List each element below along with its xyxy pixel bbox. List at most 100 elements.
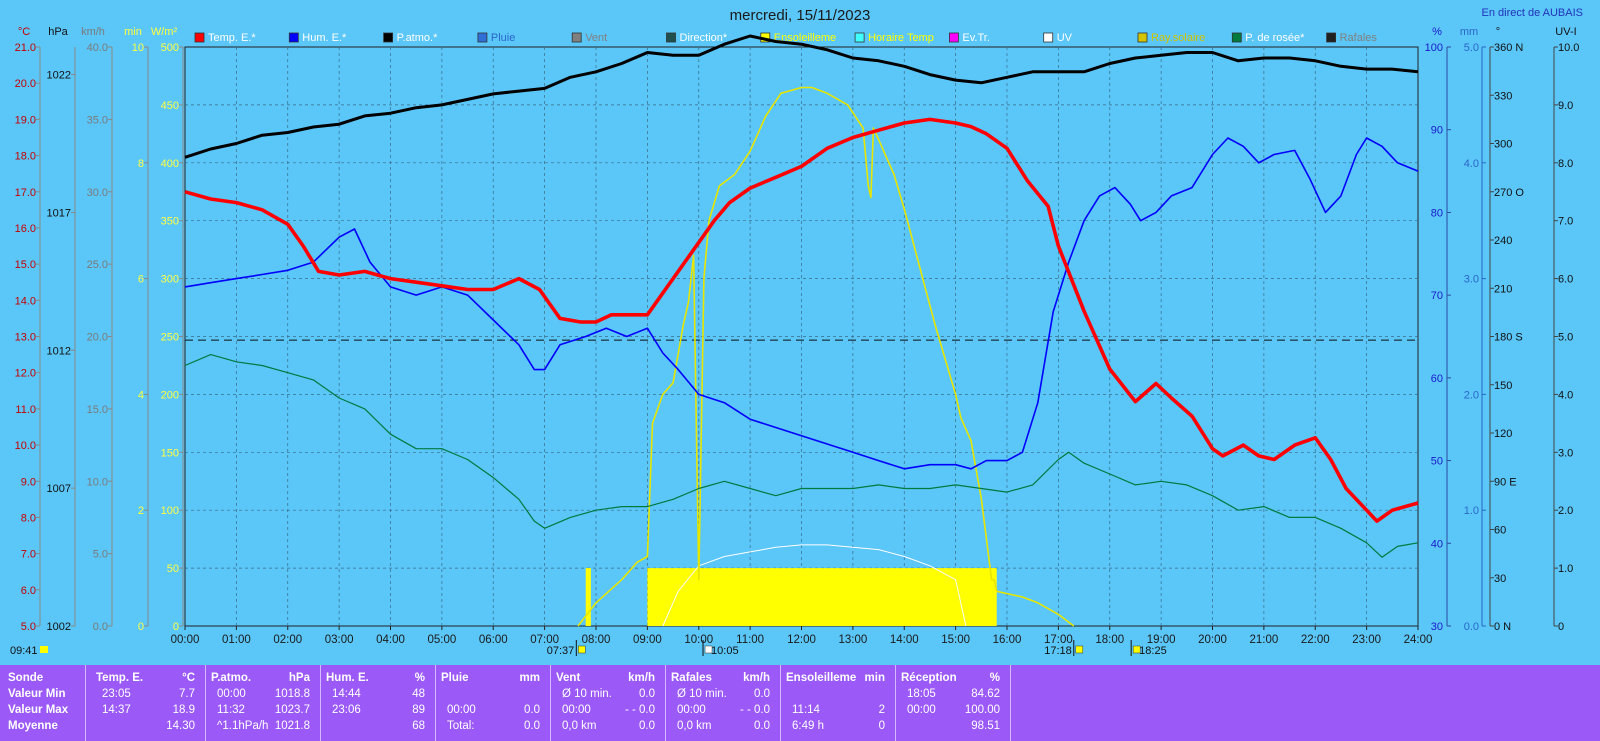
axis-tick-label: 360 N bbox=[1494, 42, 1523, 54]
stats-value: 1018.8 bbox=[274, 688, 310, 700]
axis-tick-label: 80 bbox=[1431, 207, 1443, 219]
legend-label: Ev.Tr. bbox=[962, 32, 990, 44]
stats-column-unit: % bbox=[414, 672, 425, 684]
stats-reception-panel: Réception% 18:05 84.62 00:00 100.00 98.51 bbox=[895, 665, 1011, 741]
stats-time: 14:44 bbox=[332, 688, 361, 700]
stats-column-unit: hPa bbox=[288, 672, 310, 684]
update-time-label: 09:41 bbox=[10, 645, 38, 657]
x-tick-label: 09:00 bbox=[633, 634, 662, 646]
axis-unit-label: UV-I bbox=[1555, 26, 1576, 38]
stats-value: 1021.8 bbox=[274, 720, 310, 732]
x-tick-label: 20:00 bbox=[1198, 634, 1227, 646]
legend-label: Vent bbox=[585, 32, 607, 44]
axis-tick-label: 1.0 bbox=[1558, 563, 1573, 575]
stats-value: 2 bbox=[878, 704, 885, 716]
x-tick-label: 23:00 bbox=[1352, 634, 1381, 646]
series-temp-e-line bbox=[184, 117, 1419, 523]
update-time-icon bbox=[40, 646, 48, 653]
stats-column-unit: % bbox=[989, 672, 1000, 684]
axis-tick-label: 450 bbox=[161, 100, 179, 112]
stats-time: 00:00 bbox=[907, 704, 936, 716]
axis-tick-label: 240 bbox=[1494, 235, 1512, 247]
stats-time: 23:06 bbox=[332, 704, 361, 716]
row-label-min: Valeur Min bbox=[8, 688, 66, 700]
axis-tick-label: 50 bbox=[1431, 456, 1443, 468]
x-tick-label: 24:00 bbox=[1404, 634, 1433, 646]
row-label-max: Valeur Max bbox=[8, 704, 69, 716]
axis-tick-label: 0 bbox=[1558, 621, 1564, 633]
axis-tick-label: 18.0 bbox=[15, 151, 36, 163]
stats-rafales-panel: Rafales km/h Ø 10 min. 0.0 00:00 - - 0.0 0,0 k… bbox=[665, 665, 781, 741]
stats-column-title: Hum. E. bbox=[326, 672, 369, 684]
legend-swatch bbox=[949, 32, 959, 43]
stats-column-title: Temp. E. bbox=[96, 672, 144, 684]
x-tick-label: 00:00 bbox=[171, 634, 200, 646]
axis-tick-label: 0.0 bbox=[1464, 621, 1479, 633]
legend-label: Temp. E.* bbox=[208, 32, 256, 44]
axis-tick-label: 40 bbox=[1431, 538, 1443, 550]
series-horaire-temp-line bbox=[662, 544, 967, 627]
chart-plot-area bbox=[184, 34, 1419, 627]
chart-grid bbox=[184, 46, 1419, 627]
stats-value: 84.62 bbox=[971, 688, 1000, 700]
stats-column-unit: mm bbox=[519, 672, 540, 684]
stats-column-unit: km/h bbox=[628, 672, 655, 684]
stats-value: 0 bbox=[878, 720, 885, 732]
legend-label: Hum. E.* bbox=[302, 32, 347, 44]
sunrise-time-label: 07:37 bbox=[547, 645, 575, 657]
axis-tick-label: 5.0 bbox=[93, 549, 108, 561]
stats-patmo-panel: P.atmo. hPa 00:00 1018.8 11:32 1023.7 ^1.1hPa/… bbox=[205, 665, 321, 741]
axis-tick-label: 35.0 bbox=[87, 114, 108, 126]
stats-value: 7.7 bbox=[179, 688, 195, 700]
axis-tick-label: 8 bbox=[138, 158, 144, 170]
legend-swatch bbox=[571, 32, 582, 43]
stats-time: 00:00 bbox=[447, 704, 476, 716]
legend-label: Ray.solaire bbox=[1151, 32, 1205, 44]
stats-value: 0.0 bbox=[754, 688, 770, 700]
stats-value: - - 0.0 bbox=[739, 704, 770, 716]
stats-value: 68 bbox=[412, 720, 425, 732]
temp-axis: 21.0 20.0 19.0 18.0 17.0 16.0 15.0 14.0 13.0 12.0… bbox=[15, 26, 41, 633]
axis-tick-label: 1007 bbox=[47, 483, 71, 495]
x-tick-label: 12:00 bbox=[787, 634, 816, 646]
stats-pluie-panel: Pluie mm 00:00 0.0 Total: 0.0 bbox=[435, 665, 551, 741]
axis-tick-label: 90 E bbox=[1494, 476, 1517, 488]
axis-tick-label: 2 bbox=[138, 505, 144, 517]
axis-unit-label: W/m² bbox=[151, 26, 178, 38]
axis-tick-label: 20.0 bbox=[87, 332, 108, 344]
axis-tick-label: 4.0 bbox=[1558, 389, 1573, 401]
stats-column-title: Ensoleilleme bbox=[786, 672, 857, 684]
chart-legend: Temp. E.* Hum. E.* P.atmo.* Pluie Vent Direct… bbox=[194, 32, 1378, 44]
legend-label: Rafales bbox=[1340, 32, 1378, 44]
legend-label: Direction* bbox=[680, 32, 728, 44]
axis-tick-label: 9.0 bbox=[21, 476, 36, 488]
axis-tick-label: 120 bbox=[1494, 428, 1512, 440]
live-label: En direct de AUBAIS bbox=[1482, 7, 1584, 19]
axis-tick-label: 20.0 bbox=[15, 78, 36, 90]
stats-soleil-panel: Ensoleilleme min 11:14 2 6:49 h 0 bbox=[780, 665, 896, 741]
time-markers: 09:41 07:37 10:05 17:18 18:25 bbox=[10, 640, 1167, 657]
sunshine-bar bbox=[585, 568, 591, 626]
stats-time: 0,0 km bbox=[562, 720, 597, 732]
stats-value: 98.51 bbox=[971, 720, 1000, 732]
axis-tick-label: 10.0 bbox=[87, 476, 108, 488]
axis-tick-label: 250 bbox=[161, 332, 179, 344]
axis-unit-label: km/h bbox=[81, 26, 105, 38]
x-tick-label: 03:00 bbox=[325, 634, 354, 646]
stats-time: ^1.1hPa/h bbox=[217, 720, 269, 732]
stats-value: 100.00 bbox=[964, 704, 1000, 716]
stats-vent-panel: Vent km/h Ø 10 min. 0.0 00:00 - - 0.0 0,0 km 0.… bbox=[550, 665, 666, 741]
axis-tick-label: 90 bbox=[1431, 125, 1443, 137]
x-tick-label: 07:00 bbox=[530, 634, 559, 646]
x-tick-label: 18:00 bbox=[1095, 634, 1124, 646]
x-tick-label: 19:00 bbox=[1147, 634, 1176, 646]
moon-icon bbox=[1132, 645, 1141, 654]
axis-tick-label: 25.0 bbox=[87, 259, 108, 271]
axis-tick-label: 21.0 bbox=[15, 42, 36, 54]
x-tick-label: 22:00 bbox=[1301, 634, 1330, 646]
axis-tick-label: 60 bbox=[1494, 525, 1506, 537]
axis-unit-label: % bbox=[1432, 26, 1442, 38]
stats-value: - - 0.0 bbox=[624, 704, 655, 716]
legend-label: Horaire Temp bbox=[868, 32, 934, 44]
x-tick-label: 11:00 bbox=[736, 634, 764, 646]
